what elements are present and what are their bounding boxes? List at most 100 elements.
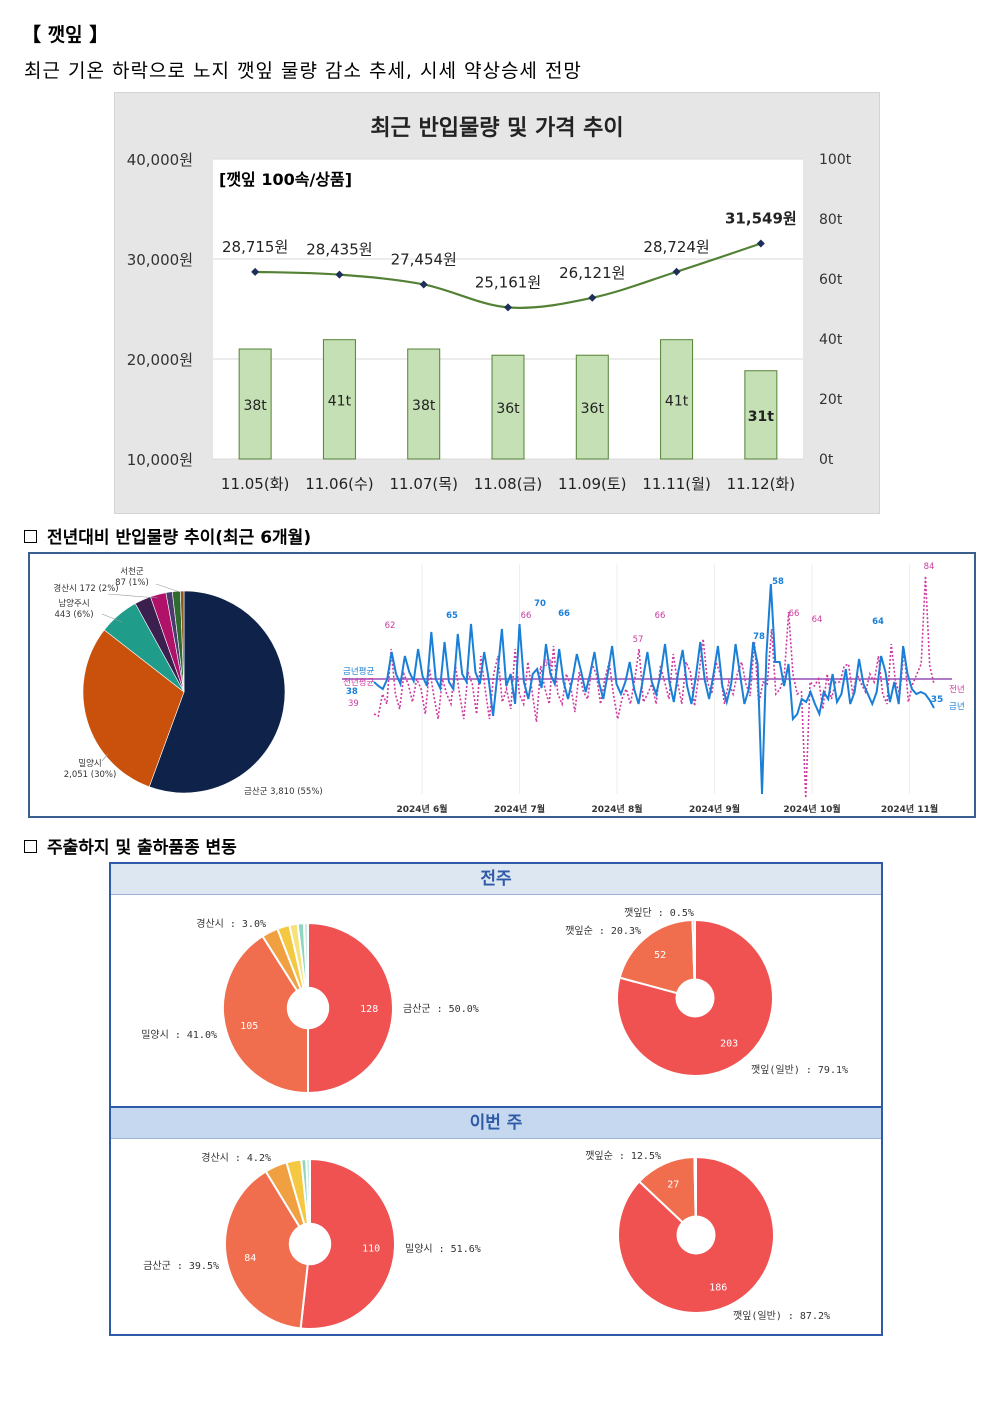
y-left-tick: 20,000원 <box>127 351 193 369</box>
volume-bar <box>660 339 694 460</box>
peak-label-this: 66 <box>558 609 570 619</box>
donut-hole <box>676 1215 716 1255</box>
price-point <box>504 303 512 312</box>
bar-label: 38t <box>243 398 267 414</box>
slice-label: 금산군 : 39.5% <box>143 1260 219 1272</box>
peak-label-last: 84 <box>924 562 935 572</box>
section-heading-shipping: 주출하지 및 출하품종 변동 <box>24 833 237 858</box>
slice-value: 186 <box>709 1283 727 1294</box>
leader-line <box>107 593 159 599</box>
bar-label: 36t <box>496 401 520 417</box>
price-label: 27,454원 <box>391 250 457 268</box>
x-tick-label: 2024년 9월 <box>689 803 740 815</box>
price-label: 28,435원 <box>306 241 372 259</box>
slice-value: 84 <box>244 1253 256 1264</box>
pie-label: 남양주시 <box>58 598 89 609</box>
volume-bar <box>491 354 525 460</box>
price-point <box>251 267 260 276</box>
y-right-tick: 40t <box>819 332 843 348</box>
end-value-this: 35 <box>931 695 944 705</box>
chart-annotation: [깻잎 100속/상품] <box>219 170 352 189</box>
share-donut-slice <box>616 918 774 1077</box>
x-tick-label: 2024년 6월 <box>396 803 447 815</box>
leader-line <box>101 753 109 762</box>
shipping-panel: 전주 이번 주 128 105 금산군 : 50.0% 밀양시 : 41.0% 경산시 … <box>109 862 883 1336</box>
price-volume-chart: 최근 반입물량 및 가격 추이 40,000원 30,000원 20,000원 10,0… <box>114 92 880 514</box>
slice-value: 27 <box>667 1180 679 1191</box>
slice-value: 52 <box>654 950 666 961</box>
peak-label-last: 64 <box>812 615 823 625</box>
this-week-header: 이번 주 <box>111 1106 881 1139</box>
peak-label-this: 58 <box>772 577 784 587</box>
x-tick-label: 2024년 8월 <box>591 803 642 815</box>
pie-label: 443 (6%) <box>54 610 93 620</box>
slice-value: 110 <box>362 1243 380 1254</box>
prev-week-header: 전주 <box>111 864 881 895</box>
bar-label: 31t <box>748 409 774 425</box>
share-donut-slice <box>299 1157 396 1330</box>
section-heading-trend: 전년대비 반입물량 추이(최근 6개월) <box>24 523 311 548</box>
donut-hole <box>286 986 330 1030</box>
region-pie-slice <box>148 590 286 794</box>
x-tick-label: 2024년 10월 <box>783 803 840 815</box>
slice-label: 금산군 : 50.0% <box>403 1003 479 1015</box>
x-tick-label: 11.05(화) <box>221 475 289 493</box>
peak-label-this: 64 <box>872 617 884 627</box>
peak-label-last: 62 <box>385 621 396 631</box>
avg-label-last: 전년평균 <box>343 677 374 688</box>
donut-hole <box>288 1222 332 1266</box>
price-label: 31,549원 <box>725 210 797 228</box>
pie-label: 서천군 <box>120 566 144 577</box>
slice-label: 깻잎(일반) : 87.2% <box>733 1310 830 1322</box>
checkbox-icon <box>24 529 37 543</box>
pie-label: 2,051 (30%) <box>64 770 117 780</box>
start-value-last: 39 <box>348 699 359 709</box>
y-left-tick: 10,000원 <box>127 451 193 469</box>
peak-label-this: 65 <box>446 611 458 621</box>
share-donut-slice <box>305 1157 311 1245</box>
x-tick-label: 2024년 7월 <box>494 803 545 815</box>
peak-label-last: 66 <box>655 611 666 621</box>
share-donut-slice <box>307 921 394 1095</box>
donut-hole <box>675 978 715 1018</box>
x-tick-label: 11.11(월) <box>642 475 710 493</box>
chart-title: 최근 반입물량 및 가격 추이 <box>370 116 623 141</box>
price-label: 28,715원 <box>222 238 288 256</box>
leader-line <box>155 583 181 593</box>
x-tick-label: 11.06(수) <box>305 475 373 493</box>
slice-label: 밀양시 : 51.6% <box>405 1243 481 1255</box>
shipping-svg: 128 105 금산군 : 50.0% 밀양시 : 41.0% 경산시 : 3.0% 20… <box>141 907 848 1330</box>
price-point <box>419 280 428 289</box>
bar-label: 38t <box>412 398 436 414</box>
x-tick-label: 2024년 11월 <box>881 803 938 815</box>
slice-value: 128 <box>360 1004 378 1015</box>
bar-label: 36t <box>581 401 605 417</box>
price-point <box>588 293 597 302</box>
y-right-tick: 20t <box>819 392 843 408</box>
volume-bar <box>407 348 441 460</box>
y-right-tick: 0t <box>819 452 834 468</box>
share-donut-slice <box>691 918 696 999</box>
x-tick-label: 11.12(화) <box>727 475 795 493</box>
section-title: 주출하지 및 출하품종 변동 <box>47 838 237 858</box>
share-donut-slice <box>302 921 309 1009</box>
legend-last: 전년 <box>949 684 965 695</box>
volume-bar <box>744 370 778 460</box>
trend-panel: 금산군 3,810 (55%) 밀양시 2,051 (30%) 남양주시 443 (6%… <box>28 552 976 818</box>
peak-label-last: 66 <box>789 609 800 619</box>
bar-label: 41t <box>665 393 689 409</box>
price-point <box>335 270 344 279</box>
price-point <box>672 267 681 276</box>
y-right-tick: 60t <box>819 272 843 288</box>
share-donut-slice <box>637 1155 698 1238</box>
slice-value: 105 <box>240 1021 258 1032</box>
page-subtitle: 최근 기온 하락으로 노지 깻잎 물량 감소 추세, 시세 약상승세 전망 <box>24 60 582 82</box>
legend-this: 금년 <box>949 701 965 712</box>
peak-label-this: 70 <box>534 599 546 609</box>
slice-label: 밀양시 : 41.0% <box>141 1029 217 1041</box>
peak-label-last: 61 <box>543 659 554 669</box>
pie-label: 밀양시 <box>78 758 101 769</box>
price-label: 26,121원 <box>559 264 625 282</box>
this-year-line <box>373 583 935 795</box>
